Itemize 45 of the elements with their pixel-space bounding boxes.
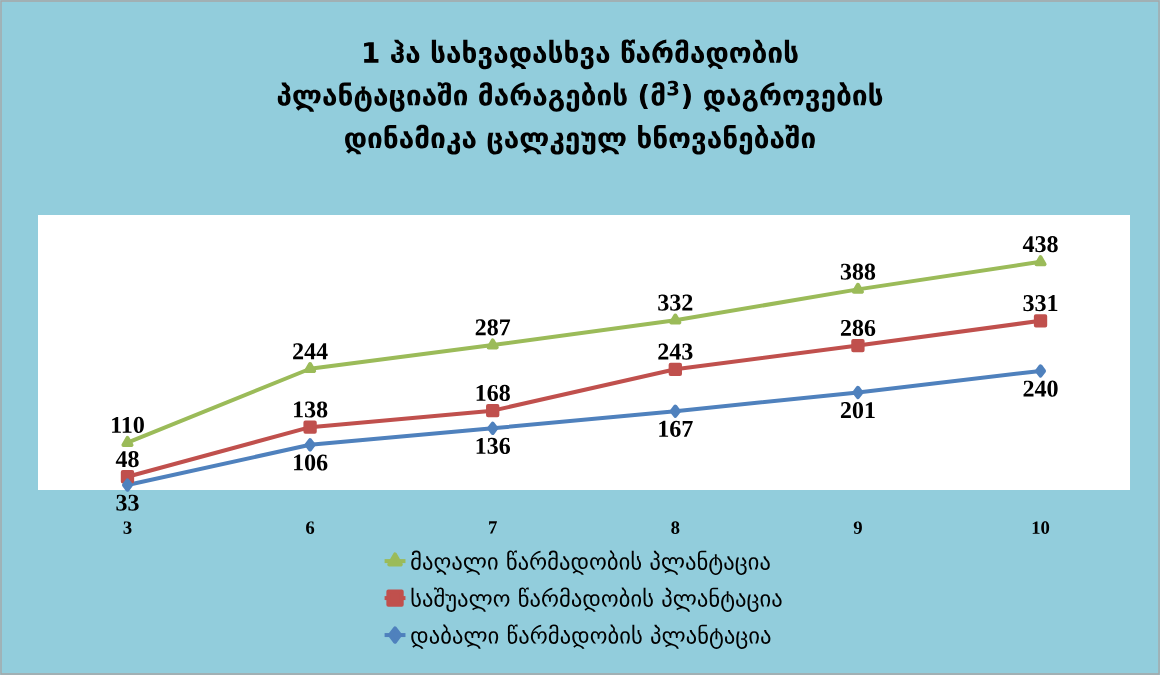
point <box>487 421 499 435</box>
data-label: 106 <box>294 454 328 471</box>
data-label: 168 <box>476 384 510 402</box>
point <box>851 282 864 294</box>
data-label: 136 <box>476 437 510 454</box>
x-tick-label: 6 <box>306 521 315 534</box>
x-tick-label: 7 <box>489 521 497 534</box>
data-label: 33 <box>116 494 139 511</box>
point <box>486 338 499 350</box>
data-label: 167 <box>659 420 693 437</box>
data-label: 287 <box>475 319 511 336</box>
x-tick-label: 10 <box>1032 521 1050 534</box>
point <box>486 403 500 418</box>
point <box>304 362 317 374</box>
data-label: 201 <box>840 402 875 419</box>
point <box>852 385 864 400</box>
x-tick-label: 8 <box>671 521 680 534</box>
point <box>669 404 681 418</box>
data-label: 110 <box>112 416 144 433</box>
point <box>1035 364 1047 378</box>
data-label: 286 <box>840 319 876 336</box>
legend-label: დაბალი წარმადობის პლანტაცია <box>411 624 771 649</box>
point <box>668 362 682 376</box>
x-tick-label: 9 <box>853 521 862 534</box>
data-label: 438 <box>1022 236 1058 253</box>
point <box>669 313 682 325</box>
point <box>1033 314 1048 328</box>
point <box>1034 255 1047 267</box>
point <box>304 438 316 452</box>
chart-title: 1 ჰა სახვადასხვა წარმადობის პლანტაციაში მარაგების (მ$^{3}$) დაგროვების დინამიკა ცალკეულ ხნოვანებაში <box>277 39 883 155</box>
legend-label: საშუალო წარმადობის პლანტაცია <box>411 587 782 612</box>
data-label: 331 <box>1023 295 1058 312</box>
data-label: 240 <box>1023 380 1058 397</box>
data-label: 332 <box>658 294 693 311</box>
point <box>121 478 133 492</box>
point <box>303 420 317 434</box>
data-label: 244 <box>293 343 328 360</box>
data-label: 48 <box>115 450 139 468</box>
point <box>121 435 134 447</box>
point <box>851 338 865 353</box>
x-tick-label: 3 <box>123 521 132 534</box>
data-label: 243 <box>658 343 693 360</box>
legend-label: მაღალი წარმადობის პლანტაცია <box>411 550 770 575</box>
data-label: 138 <box>294 401 328 418</box>
data-label: 388 <box>840 263 876 280</box>
